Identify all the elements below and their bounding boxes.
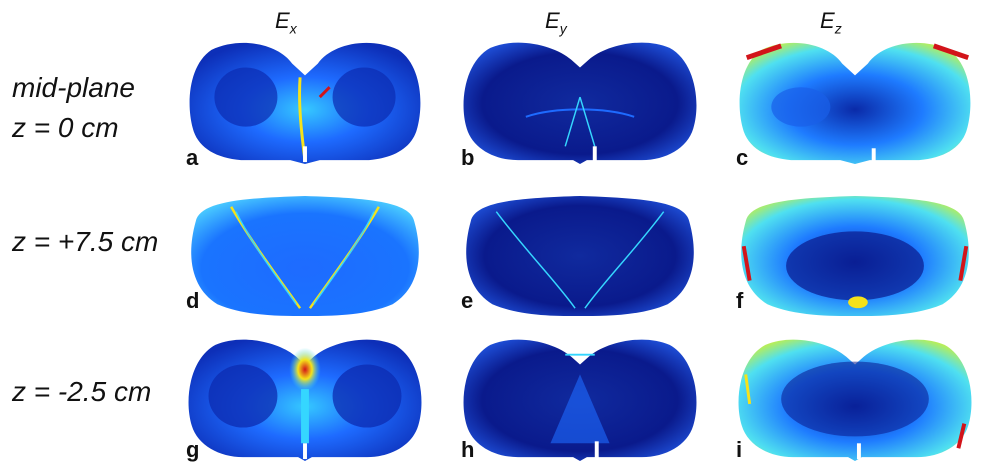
panel-a <box>180 38 430 166</box>
row-label-minus-2-5: z = -2.5 cm <box>12 372 151 412</box>
column-title-ex: Ex <box>275 8 297 36</box>
panel-letter-g: g <box>186 437 200 462</box>
panel-h <box>455 335 705 463</box>
field-map-d <box>191 195 419 317</box>
panel-letter-f: f <box>736 288 744 313</box>
panel-letter-d: d <box>186 288 200 313</box>
field-map-h <box>463 339 697 462</box>
field-map-g <box>188 339 422 462</box>
row-label-mid-plane-line1: mid-plane <box>12 72 135 103</box>
column-title-ey: Ey <box>545 8 567 36</box>
panel-letter-i: i <box>736 437 743 462</box>
field-map-b <box>463 42 697 165</box>
panel-letter-h: h <box>461 437 475 462</box>
column-title-ey-base: E <box>545 8 560 33</box>
field-map-c <box>739 42 971 165</box>
column-title-ez-base: E <box>820 8 835 33</box>
row-label-minus-2-5-text: z = -2.5 cm <box>12 376 152 407</box>
panel-letter-a: a <box>186 145 199 170</box>
row-label-mid-plane-line2: z = 0 cm <box>12 112 119 143</box>
field-map-f <box>741 195 969 317</box>
field-map-i <box>738 339 972 462</box>
column-title-ey-sub: y <box>559 20 567 37</box>
panel-e <box>455 192 705 320</box>
column-title-ex-base: E <box>275 8 290 33</box>
panel-i <box>730 335 980 463</box>
panel-d <box>180 192 430 320</box>
field-map-a <box>189 42 421 165</box>
panel-letter-b: b <box>461 145 475 170</box>
panel-letter-e: e <box>461 288 474 313</box>
panel-c <box>730 38 980 166</box>
column-title-ex-sub: x <box>289 20 297 37</box>
field-map-e <box>466 195 694 317</box>
row-label-mid-plane: mid-plane z = 0 cm <box>12 68 135 148</box>
row-label-plus-7-5-text: z = +7.5 cm <box>12 226 159 257</box>
row-label-plus-7-5: z = +7.5 cm <box>12 222 158 262</box>
panel-b <box>455 38 705 166</box>
column-title-ez: Ez <box>820 8 842 36</box>
panel-f <box>730 192 980 320</box>
panel-letter-c: c <box>736 145 749 170</box>
panel-g <box>180 335 430 463</box>
column-title-ez-sub: z <box>834 20 842 37</box>
